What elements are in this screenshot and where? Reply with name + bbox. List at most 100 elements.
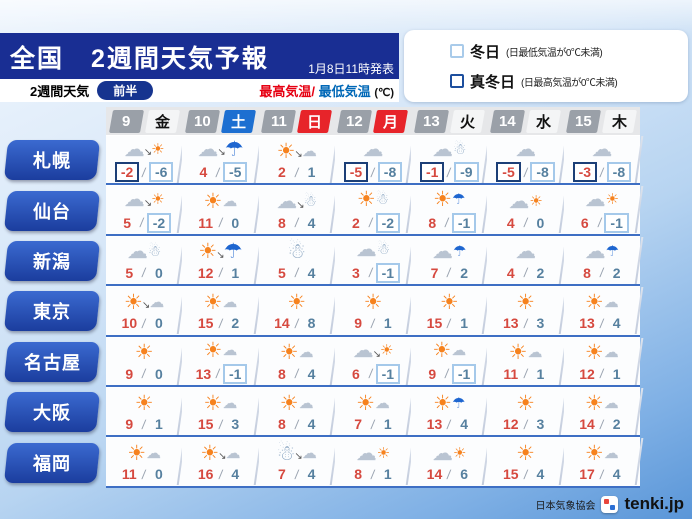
day-header-11: 11 日 bbox=[258, 107, 335, 135]
forecast-cell: ☁ 4 / 2 bbox=[487, 235, 564, 287]
temp-separator: / bbox=[217, 416, 224, 432]
temp-separator: / bbox=[522, 215, 529, 231]
temp-separator: / bbox=[446, 164, 453, 180]
forecast-cell: ☁ ☀ 6 /-1 bbox=[563, 185, 640, 236]
low-temp: 2 bbox=[612, 264, 621, 281]
temps: 5 / 0 bbox=[119, 265, 169, 281]
cloud-then-sun-icon: ☁ ↘ ☀ bbox=[124, 188, 165, 212]
cloud-glyph: ☁ bbox=[603, 293, 619, 311]
high-temp: 12 bbox=[197, 264, 214, 281]
high-temp: 14 bbox=[579, 416, 595, 433]
high-temp: 5 bbox=[125, 264, 134, 281]
temp-separator: / bbox=[293, 265, 300, 281]
cloud-glyph: ☁ bbox=[355, 441, 377, 465]
day-header-14: 14 水 bbox=[487, 107, 564, 135]
temps: 12/ 3 bbox=[501, 416, 551, 432]
temp-separator: / bbox=[522, 366, 529, 382]
temp-separator: / bbox=[598, 265, 605, 281]
city-label: 札幌 bbox=[3, 140, 101, 181]
temp-separator: / bbox=[141, 467, 148, 483]
sun-glyph: ☀ bbox=[376, 444, 391, 462]
sun-glyph: ☀ bbox=[203, 391, 223, 415]
forecast-cell: ☀ 12/ 3 bbox=[487, 386, 564, 438]
temps: 15/ 4 bbox=[501, 466, 551, 482]
temps: 15/ 1 bbox=[424, 315, 474, 331]
temp-separator: / bbox=[139, 215, 145, 231]
day-header-row: 9 金 10 土 11 日 12 月 13 火 14 水 15 木 bbox=[0, 107, 640, 135]
high-temp: 9 bbox=[354, 315, 363, 332]
arrow-glyph: ↘ bbox=[372, 348, 381, 360]
arrow-glyph: ↘ bbox=[216, 249, 225, 261]
low-temp: 1 bbox=[460, 315, 468, 332]
sun-cloud-icon: ☀ ☁ bbox=[585, 441, 619, 465]
period-first-half-toggle[interactable]: 前半 bbox=[97, 81, 154, 100]
sub-header: 2週間天気 前半 最高気温/ 最低気温 (℃) bbox=[0, 79, 399, 102]
high-temp: 4 bbox=[506, 264, 515, 281]
forecast-cell: ☀ ☁ 11/1 bbox=[487, 336, 564, 387]
temp-separator: / bbox=[141, 366, 148, 382]
temp-separator: / bbox=[367, 366, 374, 382]
high-temp: 13 bbox=[579, 315, 595, 332]
city-cell: 東京 bbox=[0, 286, 106, 336]
city-cell: 札幌 bbox=[0, 135, 106, 185]
sun-glyph: ☀ bbox=[453, 444, 467, 462]
high-temp: 9 bbox=[125, 416, 134, 433]
tab-two-week-weather: 2週間天気 bbox=[30, 84, 90, 99]
forecast-cell: ☀ ↘ ☂ 12/1 bbox=[182, 235, 259, 287]
temps: 8 / 4 bbox=[272, 366, 322, 382]
temps: 11/ 0 bbox=[196, 215, 246, 231]
temp-separator: / bbox=[293, 366, 300, 382]
high-temp: 11 bbox=[198, 214, 214, 231]
sun-glyph: ☀ bbox=[605, 191, 620, 209]
cloud-glyph: ☁ bbox=[603, 344, 619, 362]
tenki-brand-link[interactable]: tenki.jp bbox=[624, 494, 684, 513]
temp-key-separator: / bbox=[311, 84, 316, 99]
snowman-glyph: ☃ bbox=[453, 140, 467, 158]
high-temp: 6 bbox=[352, 365, 360, 382]
day-date-text: 14 bbox=[499, 112, 516, 130]
cloud-glyph: ☁ bbox=[374, 394, 390, 412]
temp-separator: / bbox=[446, 315, 453, 331]
high-temp: 10 bbox=[121, 315, 138, 332]
cloud-glyph: ☁ bbox=[355, 238, 377, 262]
sun-glyph: ☀ bbox=[203, 290, 223, 314]
cloud-sun-icon: ☁ ☀ bbox=[356, 441, 390, 465]
cloud-glyph: ☁ bbox=[222, 293, 238, 311]
cloud-glyph: ☁ bbox=[123, 188, 145, 212]
sun-icon: ☀ bbox=[364, 290, 383, 314]
sun-glyph: ☀ bbox=[379, 342, 394, 360]
forecast-cell: ☁ ☃ -1/-9 bbox=[411, 135, 488, 186]
forecast-cell: ☁ ☂ 7/2 bbox=[411, 235, 488, 287]
low-temp: 4 bbox=[536, 466, 545, 483]
umbrella-glyph: ☂ bbox=[224, 137, 244, 161]
winter-day-box-icon bbox=[450, 44, 464, 58]
forecast-cell: ☀ 15/ 4 bbox=[487, 437, 564, 488]
day-weekday: 日 bbox=[297, 109, 333, 133]
temp-separator: / bbox=[370, 164, 376, 180]
sun-glyph: ☀ bbox=[151, 140, 165, 158]
high-temp: 8 bbox=[428, 214, 437, 231]
forecast-cell: ☀ 13/ 3 bbox=[487, 286, 564, 337]
city-name: 新潟 bbox=[33, 251, 71, 272]
forecast-cell: ☀ ☂ 13/4 bbox=[411, 386, 488, 438]
low-temp: -9 bbox=[454, 162, 479, 183]
low-temp: 4 bbox=[307, 264, 316, 281]
high-temp: 14 bbox=[274, 315, 290, 332]
high-temp: 2 bbox=[352, 214, 360, 231]
temp-separator: / bbox=[293, 164, 300, 180]
day-date: 15 bbox=[566, 109, 602, 133]
temp-separator: / bbox=[444, 215, 450, 231]
city-label: 仙台 bbox=[3, 190, 101, 231]
forecast-cell: ☀ ☁ 8/4 bbox=[258, 336, 335, 387]
temps: 12/ 1 bbox=[577, 366, 627, 382]
temps: -1/-9 bbox=[420, 162, 479, 183]
cloud-glyph: ☁ bbox=[222, 193, 238, 211]
sun-cloud-icon: ☀ ☁ bbox=[204, 290, 238, 314]
sun-glyph: ☀ bbox=[516, 441, 535, 465]
temp-separator: / bbox=[217, 315, 224, 331]
sun-glyph: ☀ bbox=[439, 290, 459, 314]
temps: 4 / 0 bbox=[501, 215, 551, 231]
high-temp: 11 bbox=[503, 365, 519, 382]
